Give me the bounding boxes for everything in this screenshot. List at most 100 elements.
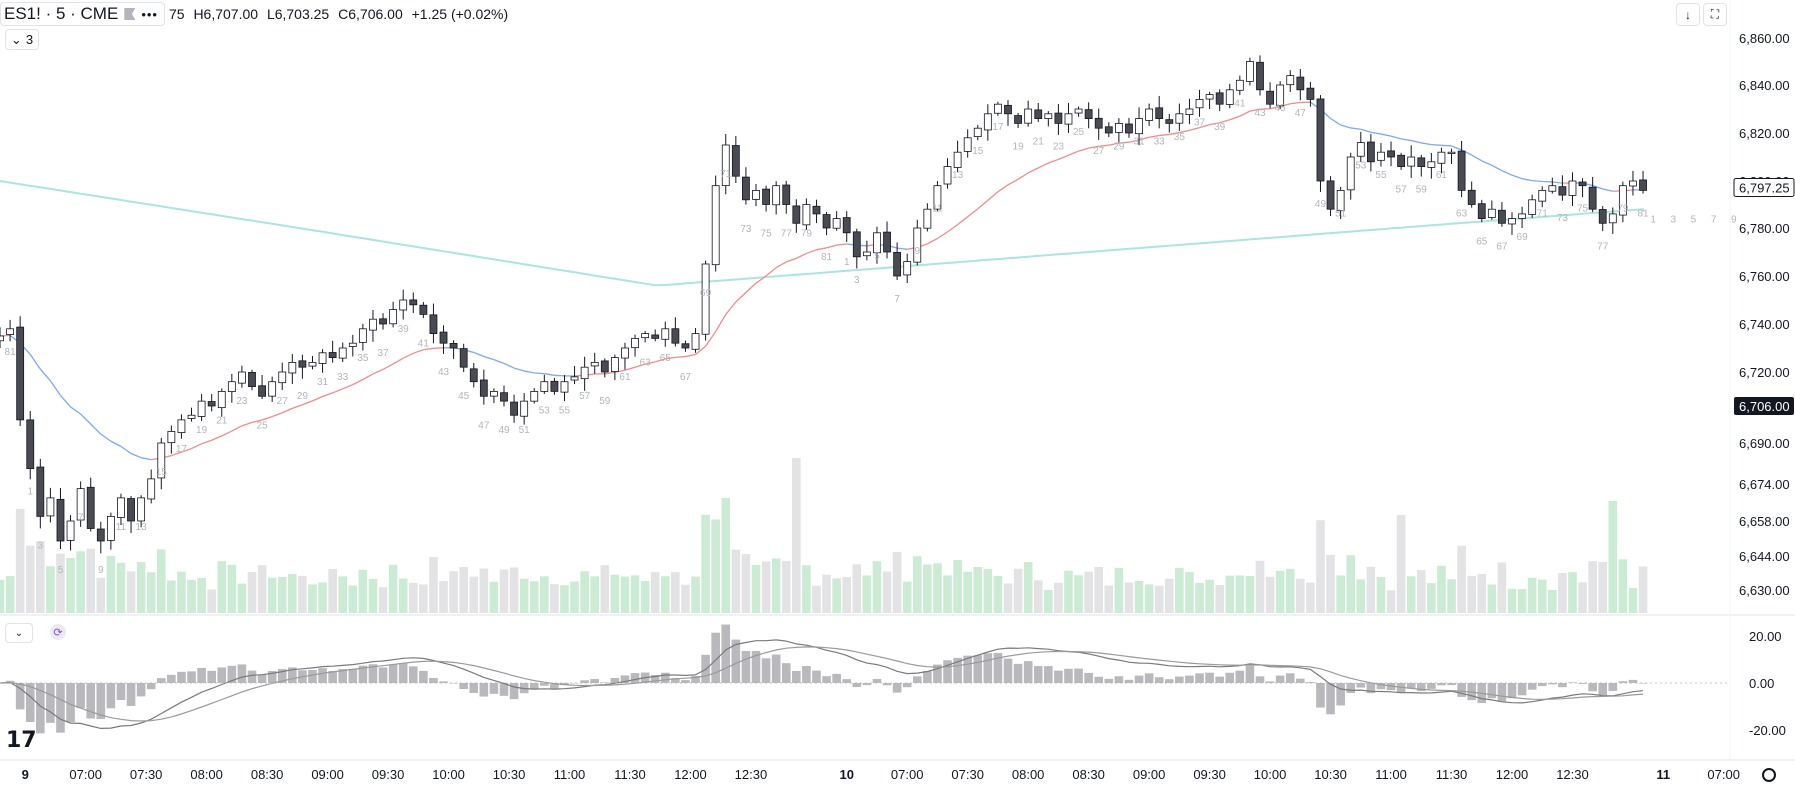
macd-histogram-bar	[1094, 676, 1104, 683]
ema-short-segment	[1340, 124, 1351, 129]
volume-bar	[1064, 570, 1073, 613]
time-axis-label: 9	[22, 767, 29, 782]
ema-short-segment	[1401, 138, 1412, 142]
volume-bar	[1154, 585, 1164, 613]
candle-body	[248, 372, 256, 387]
volume-bar	[802, 565, 811, 613]
time-axis-label: 12:30	[735, 767, 768, 782]
candle-body	[752, 189, 760, 200]
candle-body	[994, 103, 1002, 114]
macd-histogram-bar	[802, 666, 811, 683]
more-options-icon[interactable]: •••	[141, 6, 158, 22]
macd-histogram-bar	[529, 683, 539, 690]
macd-histogram-bar	[1114, 676, 1124, 683]
candle-body	[550, 380, 559, 392]
symbol-selector[interactable]: ES1! · 5 · CME •••	[0, 2, 165, 26]
candle-body	[580, 366, 589, 380]
bar-count-label: 79	[1617, 204, 1629, 215]
bar-count-label: 15	[156, 467, 168, 478]
macd-histogram-bar	[116, 683, 126, 701]
macd-histogram-bar	[600, 682, 610, 683]
volume-bar	[1275, 570, 1285, 613]
bar-count-label: 19	[196, 425, 208, 436]
volume-bar	[943, 575, 952, 613]
volume-bar	[761, 561, 771, 613]
ema-short-segment	[503, 362, 515, 369]
ema-short-segment	[826, 244, 837, 249]
candle-body	[681, 343, 690, 349]
macd-histogram-bar	[1406, 683, 1416, 689]
volume-bar	[751, 564, 761, 613]
ema-short-segment	[897, 247, 908, 250]
volume-bar	[1396, 515, 1406, 613]
bar-count-label: 3	[854, 275, 860, 286]
ema-short-segment	[1602, 188, 1613, 192]
candle-body	[1397, 154, 1406, 168]
volume-bar	[1578, 582, 1587, 613]
candle-body	[369, 318, 377, 331]
ema-short-segment	[655, 358, 666, 363]
flag-icon[interactable]	[124, 8, 136, 20]
fullscreen-icon[interactable]: ⛶	[1703, 3, 1727, 26]
candle-body	[177, 419, 186, 433]
ema-short-segment	[544, 373, 555, 376]
macd-histogram-bar	[751, 650, 761, 683]
ema-short-segment	[977, 199, 989, 210]
candle-body	[409, 299, 418, 306]
volume-bar	[1467, 575, 1476, 613]
macd-histogram-bar	[106, 683, 116, 709]
time-axis-label: 07:00	[1707, 767, 1740, 782]
ema-short-segment	[1037, 162, 1049, 169]
volume-bar	[741, 554, 751, 613]
candle-body	[1548, 185, 1557, 192]
ema-short-segment	[1491, 164, 1503, 172]
candle-body	[258, 385, 266, 397]
volume-bar	[1215, 585, 1224, 613]
volume-bar	[237, 583, 247, 613]
macd-signal-line	[0, 646, 1644, 722]
volume-bar	[731, 549, 741, 613]
volume-bar	[1346, 555, 1356, 613]
candle-body	[1518, 213, 1526, 219]
macd-histogram-bar	[1558, 683, 1567, 688]
macd-histogram-bar	[1457, 683, 1466, 697]
ema-short-segment	[927, 237, 938, 245]
volume-bar	[1608, 501, 1618, 613]
macd-pane-collapse-button[interactable]: ⌄	[5, 623, 33, 643]
macd-histogram-bar	[1225, 672, 1235, 683]
refresh-icon[interactable]: ⟳	[50, 624, 66, 640]
macd-axis-label: -20.00	[1749, 723, 1786, 738]
price-axis-label: 6,860.00	[1739, 31, 1790, 46]
bar-count-label: 21	[216, 415, 228, 426]
indicators-collapse-button[interactable]: ⌄ 3	[5, 29, 39, 50]
time-axis-label: 10:00	[1254, 767, 1287, 782]
ema-short-segment	[836, 243, 847, 246]
price-axis-label: 6,720.00	[1739, 365, 1790, 380]
macd-histogram-bar	[358, 665, 368, 683]
macd-histogram-bar	[1104, 678, 1114, 683]
volume-bar	[116, 562, 126, 613]
download-icon[interactable]: ↓	[1676, 3, 1700, 26]
candle-body	[1074, 108, 1083, 114]
macd-histogram-bar	[1517, 683, 1527, 696]
bar-count-label: 43	[1254, 108, 1266, 119]
volume-bar	[509, 567, 519, 613]
settings-gear-icon[interactable]	[1762, 768, 1776, 782]
ema-short-segment	[1370, 131, 1382, 135]
macd-histogram-bar	[580, 680, 589, 683]
ema-short-segment	[665, 356, 676, 360]
bar-count-label: 57	[579, 391, 591, 402]
bar-count-label: 7	[1711, 214, 1717, 225]
macd-histogram-bar	[993, 652, 1003, 683]
volume-bar	[358, 569, 368, 613]
candle-body	[1084, 109, 1093, 119]
macd-histogram-bar	[1316, 683, 1325, 708]
macd-histogram-bar	[1144, 673, 1154, 683]
tradingview-logo[interactable]: 17	[6, 728, 37, 753]
candle-body	[238, 371, 246, 384]
volume-bar	[207, 589, 216, 613]
volume-bar	[812, 585, 821, 613]
volume-bar	[832, 578, 841, 613]
candle-body	[1014, 115, 1022, 124]
